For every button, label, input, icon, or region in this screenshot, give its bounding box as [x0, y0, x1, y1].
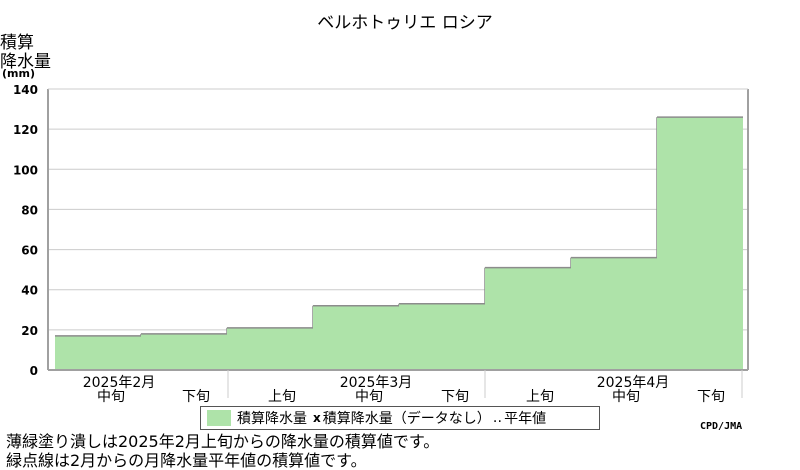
y-tick-label: 140: [13, 83, 38, 97]
cross-marker-icon: x: [313, 411, 321, 425]
legend-label-no-data: 積算降水量（データなし）: [322, 411, 491, 427]
y-axis-unit: (mm): [2, 67, 35, 80]
legend-item-no-data: x 積算降水量（データなし）: [313, 408, 491, 428]
y-tick-label: 80: [21, 203, 38, 217]
legend-swatch-accumulated: [207, 410, 231, 426]
bar: [55, 335, 141, 370]
y-tick-label: 40: [21, 284, 38, 298]
legend-item-normal: ‥ 平年値: [493, 408, 546, 428]
legend-label-normal: 平年値: [504, 411, 547, 427]
dotted-line-icon: ‥: [492, 410, 503, 426]
note-line-2: 緑点線は2月からの月降水量平年値の積算値です。: [6, 451, 367, 470]
bar: [485, 267, 571, 370]
bar: [399, 303, 485, 370]
bar: [141, 333, 227, 370]
x-tick-label: 中旬: [355, 389, 383, 405]
y-tick-label: 120: [13, 123, 38, 137]
x-tick-label: 上旬: [526, 389, 554, 405]
legend-label-accumulated: 積算降水量: [237, 411, 307, 427]
note-line-1: 薄緑塗り潰しは2025年2月上旬からの降水量の積算値です。: [6, 432, 440, 451]
bar: [227, 327, 313, 370]
axis-layer: [47, 88, 749, 398]
y-tick-label: 100: [13, 163, 38, 177]
y-axis-label-line-2: 降水量: [0, 52, 51, 72]
month-label: 2025年3月: [340, 375, 413, 391]
precipitation-chart: ベルホトゥリエ ロシア 積算 降水量 (mm) 0 20 40 60 80 100 120 1…: [0, 13, 749, 405]
x-tick-label: 下旬: [697, 389, 725, 405]
y-axis-label-line-1: 積算: [0, 33, 34, 53]
y-tick-label: 0: [30, 364, 38, 378]
y-tick-label: 60: [21, 244, 38, 258]
x-tick-label: 上旬: [268, 389, 296, 405]
credit-text: CPD/JMA: [700, 421, 743, 432]
legend-item-accumulated: 積算降水量: [207, 408, 307, 428]
x-tick-label: 下旬: [441, 389, 469, 405]
y-tick-label: 20: [21, 324, 38, 338]
bar: [571, 257, 657, 370]
x-tick-label: 中旬: [97, 389, 125, 405]
month-label: 2025年2月: [83, 375, 156, 391]
month-label: 2025年4月: [597, 375, 670, 391]
x-tick-label: 下旬: [182, 389, 210, 405]
bar: [657, 117, 743, 370]
legend: 積算降水量 x 積算降水量（データなし） ‥ 平年値: [200, 406, 600, 430]
chart-title: ベルホトゥリエ ロシア: [317, 13, 492, 33]
label-layer: 0 20 40 60 80 100 120 140 中旬 下旬 上旬 中旬 下旬 上旬 中旬 下旬 2025年2…: [13, 83, 725, 405]
x-tick-label: 中旬: [612, 389, 640, 405]
bar-layer: [55, 116, 743, 370]
bar: [313, 305, 399, 370]
